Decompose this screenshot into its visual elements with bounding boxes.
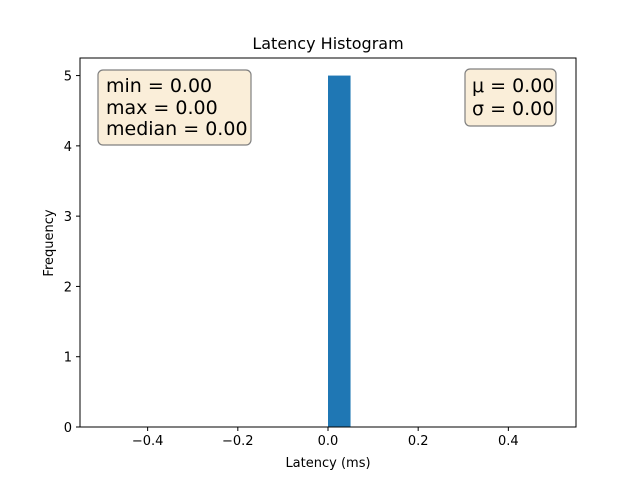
histogram-bar-0 <box>328 75 351 428</box>
y-tick-label: 3 <box>64 210 72 225</box>
x-tick-label: 0.4 <box>498 434 519 449</box>
x-tick-label: −0.2 <box>222 434 254 449</box>
y-tick-label: 1 <box>64 351 72 366</box>
stat-min: min = 0.00 <box>106 75 212 97</box>
y-axis-ticks: 0 1 2 3 4 5 <box>64 70 80 436</box>
y-tick-label: 2 <box>64 280 72 295</box>
left-stats-box: min = 0.00 max = 0.00 median = 0.00 <box>97 69 252 146</box>
y-tick-label: 4 <box>64 140 72 155</box>
stat-std: σ = 0.00 <box>472 98 554 120</box>
x-tick-label: 0.2 <box>408 434 429 449</box>
stat-max: max = 0.00 <box>106 97 218 119</box>
y-tick-label: 0 <box>64 421 72 436</box>
y-axis-label: Frequency <box>42 209 57 276</box>
x-axis-label: Latency (ms) <box>285 456 370 471</box>
x-tick-label: −0.4 <box>132 434 164 449</box>
y-tick-label: 5 <box>64 70 72 85</box>
right-stats-box-background <box>464 68 557 127</box>
x-axis-ticks: −0.4 −0.2 0.0 0.2 0.4 <box>132 427 519 449</box>
stat-mean: μ = 0.00 <box>472 75 554 97</box>
right-stats-box: μ = 0.00 σ = 0.00 <box>464 68 557 127</box>
left-stats-box-background <box>97 69 252 146</box>
chart-title: Latency Histogram <box>252 34 403 53</box>
x-tick-label: 0.0 <box>318 434 339 449</box>
bars-layer <box>328 75 351 428</box>
stat-median: median = 0.00 <box>106 118 248 140</box>
